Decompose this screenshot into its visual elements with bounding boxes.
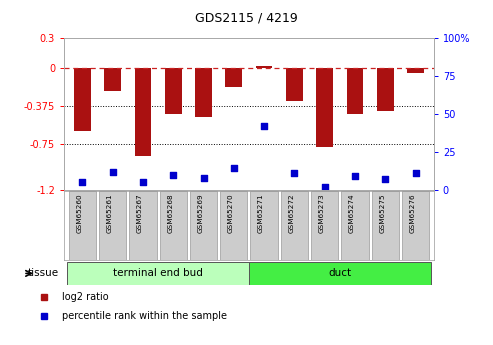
Point xyxy=(412,170,420,176)
Text: tissue: tissue xyxy=(28,268,59,278)
Bar xyxy=(165,68,181,114)
Bar xyxy=(256,66,273,68)
Point xyxy=(78,179,86,185)
Text: GDS2115 / 4219: GDS2115 / 4219 xyxy=(195,11,298,24)
Point xyxy=(169,172,177,177)
Text: GSM65270: GSM65270 xyxy=(228,194,234,233)
Text: terminal end bud: terminal end bud xyxy=(113,268,203,278)
Bar xyxy=(407,68,424,73)
Point xyxy=(382,176,389,182)
Bar xyxy=(317,68,333,147)
Bar xyxy=(372,191,399,260)
Bar xyxy=(195,68,212,117)
Bar xyxy=(286,68,303,101)
Text: GSM65260: GSM65260 xyxy=(76,194,82,233)
Point xyxy=(260,123,268,129)
Point xyxy=(108,169,116,174)
Point xyxy=(321,184,329,189)
Text: GSM65269: GSM65269 xyxy=(198,194,204,233)
Bar xyxy=(311,191,338,260)
Text: percentile rank within the sample: percentile rank within the sample xyxy=(63,311,227,321)
Point xyxy=(139,179,147,185)
Text: GSM65271: GSM65271 xyxy=(258,194,264,233)
Bar xyxy=(190,191,217,260)
Bar xyxy=(104,68,121,91)
Bar xyxy=(74,68,91,131)
Point xyxy=(351,173,359,179)
Point xyxy=(290,170,298,176)
Text: GSM65276: GSM65276 xyxy=(410,194,416,233)
Bar xyxy=(135,68,151,156)
Text: GSM65274: GSM65274 xyxy=(349,194,355,233)
Bar xyxy=(99,191,126,260)
Bar xyxy=(129,191,157,260)
Bar xyxy=(250,191,278,260)
Bar xyxy=(377,68,394,111)
Bar xyxy=(342,191,369,260)
Bar xyxy=(225,68,242,87)
Text: GSM65275: GSM65275 xyxy=(379,194,386,233)
Bar xyxy=(249,262,431,285)
Bar xyxy=(281,191,308,260)
Text: GSM65261: GSM65261 xyxy=(106,194,112,233)
Point xyxy=(230,166,238,171)
Text: log2 ratio: log2 ratio xyxy=(63,292,109,302)
Text: GSM65272: GSM65272 xyxy=(288,194,294,233)
Bar xyxy=(67,262,249,285)
Bar xyxy=(160,191,187,260)
Bar xyxy=(402,191,429,260)
Bar xyxy=(220,191,247,260)
Text: GSM65268: GSM65268 xyxy=(167,194,173,233)
Point xyxy=(200,175,208,180)
Bar xyxy=(69,191,96,260)
Text: GSM65273: GSM65273 xyxy=(319,194,325,233)
Text: GSM65267: GSM65267 xyxy=(137,194,143,233)
Text: duct: duct xyxy=(328,268,352,278)
Bar xyxy=(347,68,363,114)
